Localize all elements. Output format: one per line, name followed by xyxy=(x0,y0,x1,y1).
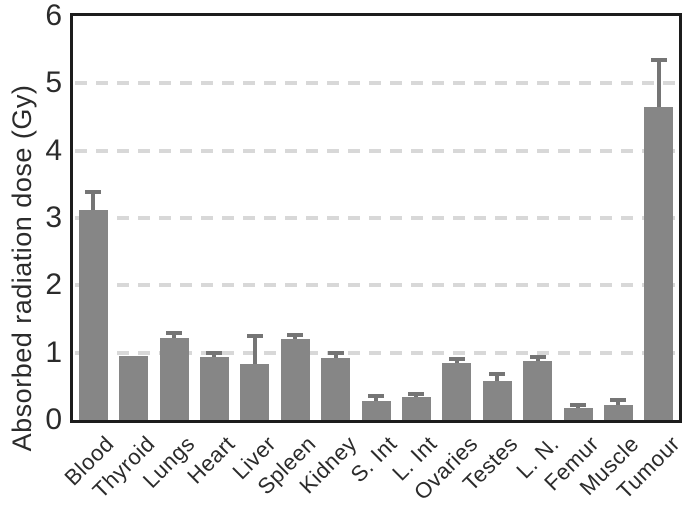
y-tick-label-2: 2 xyxy=(45,268,62,302)
error-bar-line xyxy=(656,59,661,107)
bar-slot-s-int xyxy=(356,16,396,420)
bar-kidney xyxy=(321,358,351,420)
bar-slot-thyroid xyxy=(113,16,153,420)
error-bar-line xyxy=(91,192,96,210)
bar-blood xyxy=(78,209,108,420)
error-bar-line xyxy=(333,353,338,359)
y-tick-label-5: 5 xyxy=(45,66,62,100)
bar-slot-l-n- xyxy=(517,16,557,420)
error-bar-cap xyxy=(327,351,344,356)
error-bar-line xyxy=(374,395,379,402)
bar-l-n- xyxy=(523,360,553,420)
y-tick-label-6: 6 xyxy=(45,0,62,32)
error-bar-cap xyxy=(489,372,506,377)
grid-line-1 xyxy=(75,350,679,355)
bar-liver xyxy=(240,364,270,420)
error-bar-line xyxy=(252,335,257,365)
error-bar-cap xyxy=(206,350,223,355)
bar-slot-testes xyxy=(477,16,517,420)
bar-femur xyxy=(563,407,593,420)
bar-slot-muscle xyxy=(598,16,638,420)
bar-slot-femur xyxy=(558,16,598,420)
bar-slot-heart xyxy=(194,16,234,420)
error-bar-line xyxy=(172,333,177,338)
y-tick-label-0: 0 xyxy=(45,403,62,436)
error-bar-line xyxy=(454,358,459,364)
error-bar-cap xyxy=(448,356,465,361)
bar-slot-lungs xyxy=(154,16,194,420)
error-bar-line xyxy=(616,399,621,405)
bar-tumour xyxy=(644,106,674,420)
error-bar-cap xyxy=(368,393,385,398)
bar-muscle xyxy=(603,404,633,420)
bar-ovaries xyxy=(442,363,472,420)
bar-slot-ovaries xyxy=(437,16,477,420)
bar-lungs xyxy=(159,337,189,420)
error-bar-cap xyxy=(529,354,546,359)
error-bar-cap xyxy=(650,57,667,62)
error-bar-cap xyxy=(166,331,183,336)
bar-slot-l-int xyxy=(396,16,436,420)
bar-l-int xyxy=(401,397,431,420)
error-bar-line xyxy=(495,374,500,381)
grid-line-5 xyxy=(75,81,679,86)
grid-line-3 xyxy=(75,216,679,220)
error-bar-cap xyxy=(287,332,304,337)
error-bar-cap xyxy=(85,190,102,195)
error-bar-cap xyxy=(570,403,587,408)
bar-slot-tumour xyxy=(639,16,679,420)
bar-thyroid xyxy=(119,356,149,420)
error-bar-line xyxy=(212,352,217,357)
y-tick-label-4: 4 xyxy=(45,133,62,167)
bars-container xyxy=(73,16,679,420)
bar-slot-spleen xyxy=(275,16,315,420)
bar-slot-liver xyxy=(235,16,275,420)
plot-area xyxy=(70,13,682,423)
error-bar-cap xyxy=(246,333,263,338)
bar-slot-blood xyxy=(73,16,113,420)
bar-spleen xyxy=(280,339,310,420)
bar-heart xyxy=(199,356,229,420)
error-bar-cap xyxy=(408,391,425,396)
error-bar-line xyxy=(535,356,540,361)
bar-testes xyxy=(482,380,512,420)
bar-s-int xyxy=(361,401,391,420)
y-tick-label-3: 3 xyxy=(45,201,62,234)
y-tick-label-1: 1 xyxy=(45,335,62,369)
bar-slot-kidney xyxy=(315,16,355,420)
error-bar-cap xyxy=(610,397,627,402)
error-bar-line xyxy=(293,334,298,340)
grid-line-4 xyxy=(75,148,679,153)
grid-line-2 xyxy=(75,283,679,288)
